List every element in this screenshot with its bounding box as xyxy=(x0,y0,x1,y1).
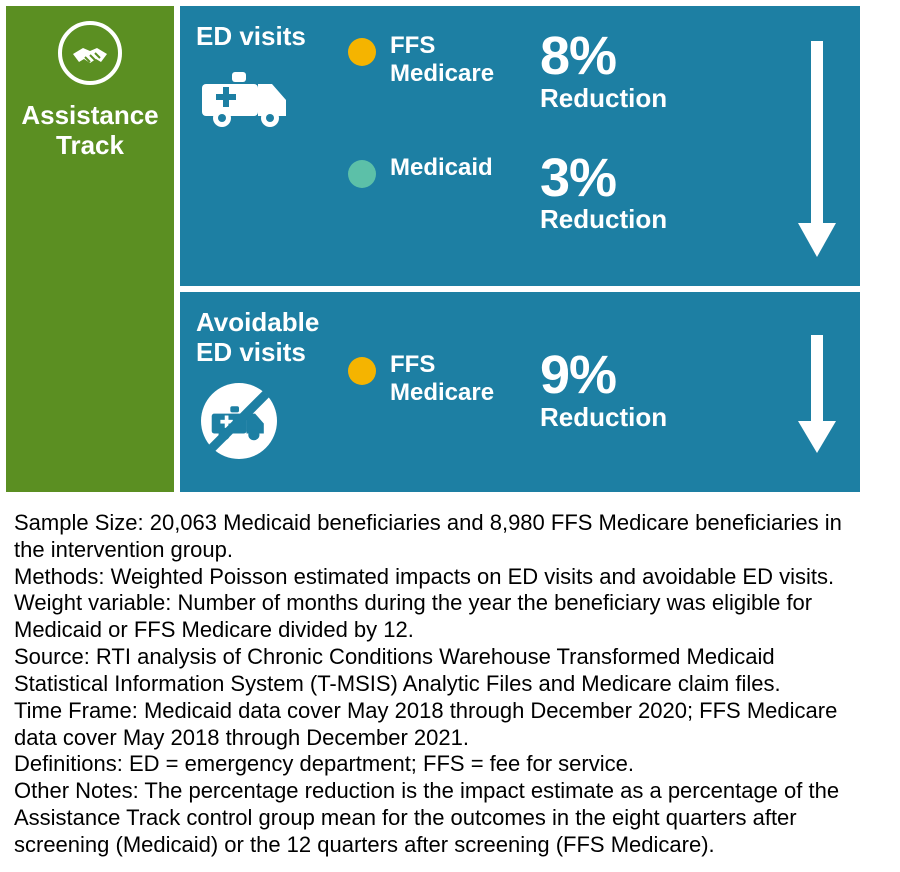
panel-avoidable-ed-visits: Avoidable ED visits xyxy=(180,292,860,492)
stat-percent: 3% xyxy=(540,154,667,203)
note-other: Other Notes: The percentage reduction is… xyxy=(14,778,860,858)
infographic: Assistance Track ED visits xyxy=(0,0,900,492)
down-arrow-icon xyxy=(792,292,842,492)
note-time-frame: Time Frame: Medicaid data cover May 2018… xyxy=(14,698,860,752)
note-source: Source: RTI analysis of Chronic Conditio… xyxy=(14,644,860,698)
legend-dot xyxy=(348,357,376,385)
data-column: FFS Medicare 9% Reduction xyxy=(348,292,860,492)
no-ambulance-icon xyxy=(196,378,338,469)
data-column: FFS Medicare 8% Reduction Medicaid 3% Re… xyxy=(348,6,860,286)
stat-word: Reduction xyxy=(540,83,667,114)
stat-row: Medicaid 3% Reduction xyxy=(348,154,860,236)
stat-value: 9% Reduction xyxy=(540,351,667,433)
panel-ed-visits: ED visits xyxy=(180,6,860,286)
track-title: Assistance Track xyxy=(14,101,166,161)
stat-percent: 8% xyxy=(540,32,667,81)
track-column: Assistance Track xyxy=(6,6,174,492)
stat-label: Medicaid xyxy=(390,154,518,182)
note-definitions: Definitions: ED = emergency department; … xyxy=(14,751,860,778)
metric-column: ED visits xyxy=(180,6,348,286)
legend-dot xyxy=(348,38,376,66)
stat-value: 8% Reduction xyxy=(540,32,667,114)
ambulance-icon xyxy=(196,62,338,133)
handshake-icon xyxy=(57,20,123,91)
stat-label: FFS Medicare xyxy=(390,351,518,406)
stat-word: Reduction xyxy=(540,204,667,235)
panels: ED visits xyxy=(180,6,860,492)
stat-word: Reduction xyxy=(540,402,667,433)
stat-row: FFS Medicare 8% Reduction xyxy=(348,32,860,114)
stat-value: 3% Reduction xyxy=(540,154,667,236)
metric-title: Avoidable ED visits xyxy=(196,308,338,368)
legend-dot xyxy=(348,160,376,188)
stat-percent: 9% xyxy=(540,351,667,400)
down-arrow-icon xyxy=(792,6,842,286)
stat-row: FFS Medicare 9% Reduction xyxy=(348,351,860,433)
note-sample-size: Sample Size: 20,063 Medicaid beneficiari… xyxy=(14,510,860,564)
metric-column: Avoidable ED visits xyxy=(180,292,348,492)
stat-label: FFS Medicare xyxy=(390,32,518,87)
note-methods: Methods: Weighted Poisson estimated impa… xyxy=(14,564,860,644)
metric-title: ED visits xyxy=(196,22,338,52)
footnotes: Sample Size: 20,063 Medicaid beneficiari… xyxy=(0,492,900,869)
